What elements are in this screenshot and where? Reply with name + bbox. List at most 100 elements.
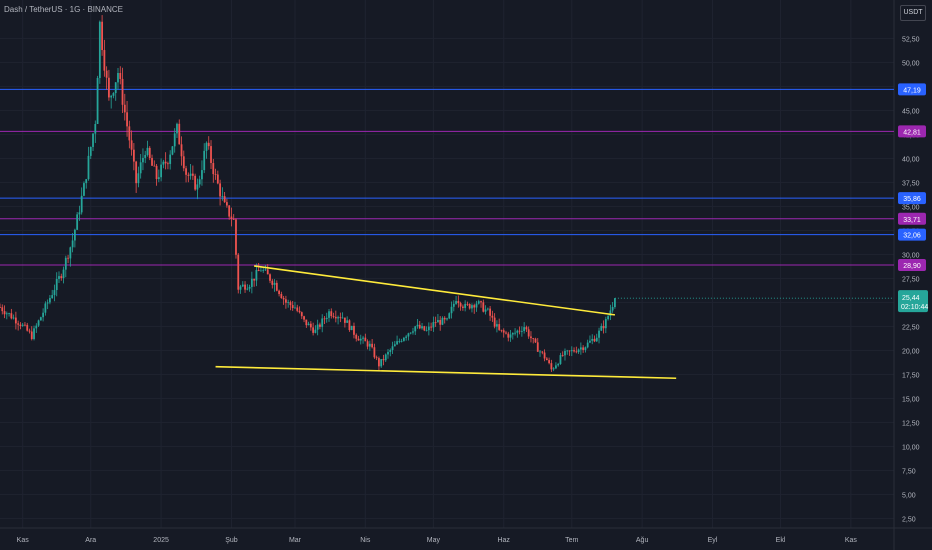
candle-body: [595, 337, 598, 342]
candle-body: [8, 313, 10, 314]
candle-body: [305, 319, 308, 326]
candle-body: [19, 324, 22, 326]
candle-body: [555, 365, 557, 369]
candle-body: [527, 329, 530, 337]
candle-body: [189, 173, 192, 176]
candle-body: [244, 284, 246, 290]
level-label: 35,86: [903, 196, 921, 203]
candle-body: [44, 303, 47, 313]
candle-body: [439, 320, 442, 325]
candle-body: [278, 290, 280, 295]
candle-body: [366, 341, 369, 347]
candle-body: [461, 306, 464, 308]
y-tick-label: 37,50: [902, 180, 920, 187]
candle-body: [0, 307, 1, 308]
candle-body: [368, 343, 371, 347]
candle-body: [523, 327, 526, 332]
y-tick-label: 22,50: [902, 324, 920, 331]
candle-body: [496, 324, 498, 327]
candle-body: [568, 350, 571, 352]
candle-body: [216, 174, 219, 184]
candle-body: [60, 276, 63, 279]
candle-body: [69, 247, 72, 259]
candle-body: [171, 146, 174, 155]
trend-line-upper: [254, 265, 616, 316]
x-tick-label: Eyl: [708, 537, 718, 544]
currency-button[interactable]: USDT: [900, 5, 926, 21]
candle-body: [89, 146, 92, 156]
candle-body: [396, 341, 398, 345]
candle-body: [160, 164, 163, 178]
candle-body: [130, 140, 133, 150]
candle-body: [341, 317, 344, 319]
candle-body: [566, 350, 569, 352]
candle-body: [226, 202, 228, 206]
candle-body: [282, 298, 285, 300]
candle-body: [191, 173, 194, 176]
y-tick-label: 17,50: [902, 372, 920, 379]
y-tick-label: 27,50: [902, 276, 920, 283]
candle-body: [491, 315, 494, 318]
candle-body: [545, 358, 548, 361]
candle-body: [201, 170, 203, 180]
candle-body: [530, 336, 532, 339]
candle-body: [151, 157, 153, 166]
candle-body: [550, 363, 553, 370]
candle-body: [561, 355, 564, 356]
candle-body: [534, 338, 537, 343]
candle-body: [250, 278, 253, 287]
candle-body: [402, 337, 405, 341]
candle-body: [309, 323, 312, 328]
candle-body: [39, 317, 42, 321]
candle-body: [30, 331, 33, 340]
candle-body: [142, 157, 144, 163]
x-tick-label: Mar: [289, 537, 302, 544]
candle-body: [507, 333, 510, 338]
x-tick-label: Ağu: [636, 537, 649, 544]
candle-body: [98, 21, 101, 78]
candle-body: [432, 322, 435, 328]
candle-body: [548, 360, 551, 364]
candle-body: [586, 342, 589, 348]
candle-body: [400, 340, 403, 342]
candle-body: [473, 305, 476, 308]
candle-body: [498, 324, 501, 330]
candle-body: [323, 318, 326, 320]
candle-body: [135, 161, 138, 184]
candle-body: [543, 352, 546, 359]
symbol-title: Dash / TetherUS · 1G · BINANCE: [4, 5, 123, 14]
level-label-box: [898, 192, 926, 205]
candle-body: [12, 317, 15, 319]
candle-body: [37, 320, 40, 326]
y-tick-label: 40,00: [902, 156, 920, 163]
candle-body: [362, 337, 364, 339]
candle-body: [427, 326, 430, 331]
candle-body: [269, 274, 271, 281]
candle-body: [237, 254, 240, 290]
candle-body: [500, 329, 503, 331]
candle-body: [121, 78, 124, 105]
candle-body: [87, 155, 90, 180]
candle-body: [346, 320, 349, 323]
candle-body: [600, 325, 603, 331]
candle-body: [407, 333, 410, 337]
candle-body: [493, 317, 496, 327]
candle-body: [518, 330, 521, 332]
candle-body: [196, 184, 199, 190]
candle-body: [480, 301, 482, 303]
candle-body: [241, 284, 244, 287]
candle-body: [210, 146, 212, 163]
candle-body: [591, 338, 594, 341]
y-tick-label: 50,00: [902, 60, 920, 67]
candle-body: [443, 317, 446, 320]
candle-body: [64, 257, 67, 270]
y-tick-label: 7,50: [902, 468, 916, 475]
candle-body: [525, 327, 528, 330]
candle-body: [203, 150, 206, 171]
y-tick-label: 5,00: [902, 492, 916, 499]
candle-body: [207, 142, 210, 147]
y-tick-label: 10,00: [902, 444, 920, 451]
candle-body: [355, 334, 358, 339]
candle-body: [232, 218, 235, 220]
